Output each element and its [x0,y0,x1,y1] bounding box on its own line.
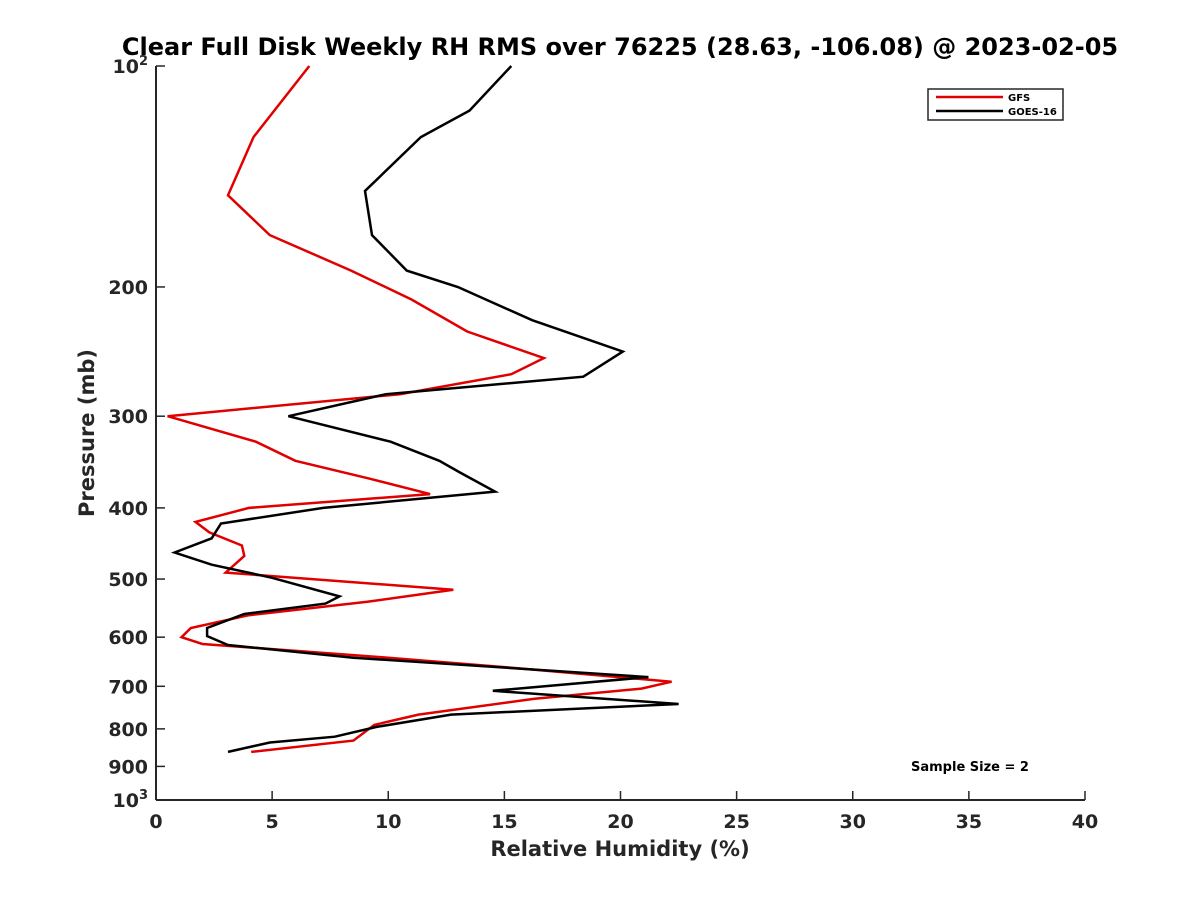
y-tick-label: 400 [108,498,148,520]
y-tick-label: 300 [108,406,148,428]
y-tick-label: 600 [108,627,148,649]
y-axis-label: Pressure (mb) [75,349,99,517]
plot-series [167,65,679,754]
chart-title: Clear Full Disk Weekly RH RMS over 76225… [122,33,1118,61]
y-tick-label: 700 [108,676,148,698]
x-tick-label: 5 [266,811,279,833]
y-tick-label: 800 [108,719,148,741]
y-tick-label: 900 [108,756,148,778]
x-tick-label: 15 [491,811,517,833]
legend-box [927,88,1064,121]
legend: GFS GOES-16 [927,88,1064,121]
y-tick-label: 103 [113,788,149,812]
series-line-gfs [167,65,672,754]
y-tick-label: 200 [108,277,148,299]
y-tick-label: 500 [108,569,148,591]
x-tick-label: 0 [149,811,162,833]
x-tick-label: 10 [375,811,401,833]
legend-label-gfs: GFS [1008,93,1030,104]
y-tick-label: 102 [113,54,149,78]
x-tick-label: 30 [840,811,866,833]
series-line-goes16 [170,65,679,754]
x-tick-label: 40 [1072,811,1098,833]
x-axis-label: Relative Humidity (%) [490,837,749,861]
x-tick-label: 25 [723,811,749,833]
sample-size-annotation: Sample Size = 2 [911,760,1029,775]
x-axis-ticks: 0 5 10 15 20 25 30 35 40 [149,791,1098,833]
y-axis-ticks: 102 200 300 400 500 600 700 800 900 103 [108,54,165,812]
legend-label-goes16: GOES-16 [1008,107,1057,118]
x-tick-label: 20 [607,811,633,833]
x-tick-label: 35 [956,811,982,833]
